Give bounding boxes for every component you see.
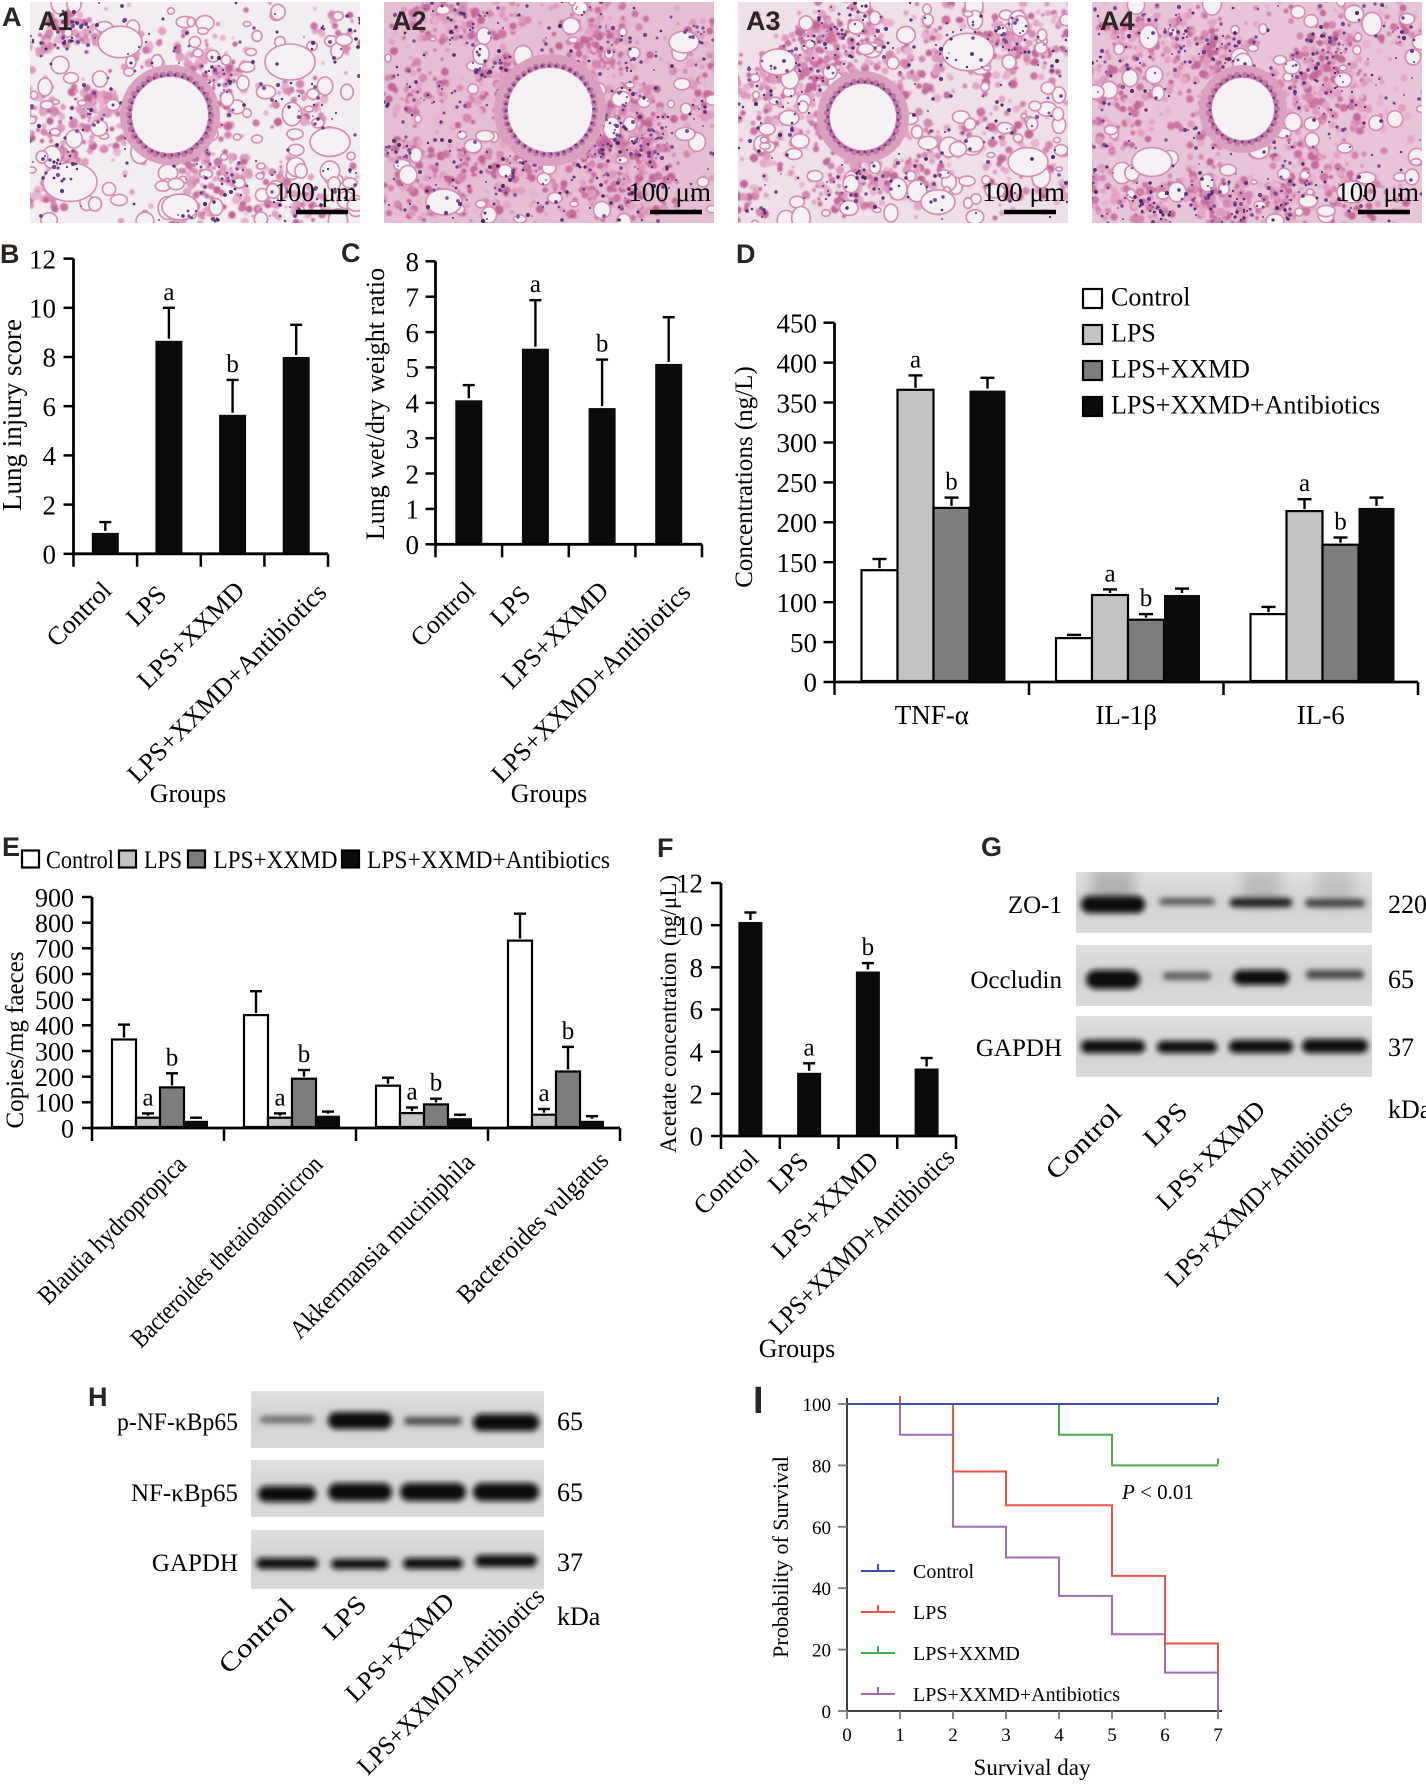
svg-text:A2: A2 <box>392 6 427 36</box>
svg-text:A: A <box>2 2 22 32</box>
svg-text:100 μm: 100 μm <box>628 177 711 207</box>
svg-text:A1: A1 <box>38 6 73 36</box>
svg-text:100 μm: 100 μm <box>274 177 357 207</box>
